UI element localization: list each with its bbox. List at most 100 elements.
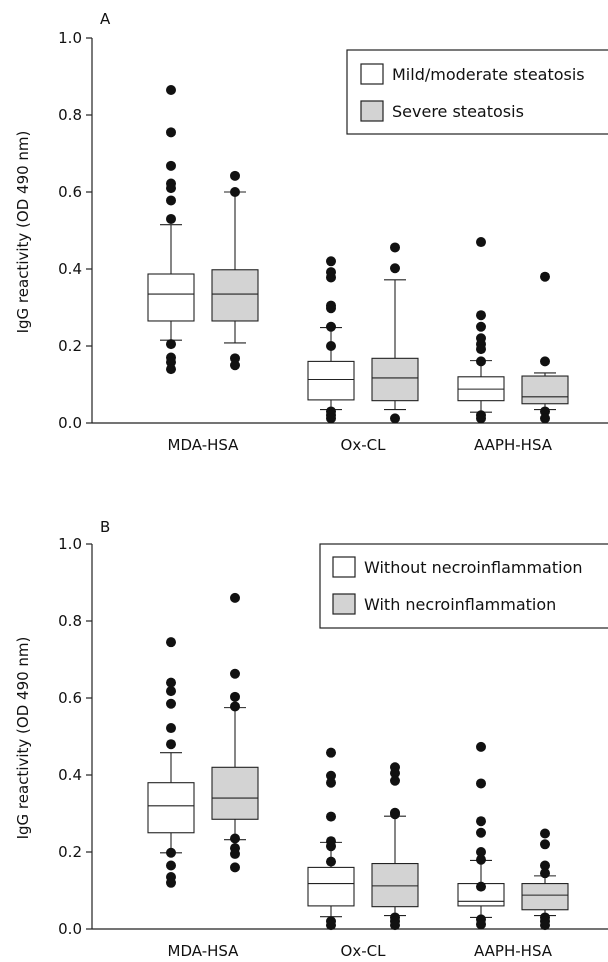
box-plot bbox=[371, 242, 419, 424]
outlier-point bbox=[230, 592, 240, 603]
outlier-point bbox=[476, 321, 486, 332]
box-plot bbox=[307, 747, 355, 931]
box-plot bbox=[147, 637, 195, 888]
outlier-point bbox=[230, 360, 240, 371]
legend-swatch-series-2 bbox=[360, 100, 384, 122]
outlier-point bbox=[230, 848, 240, 859]
box bbox=[147, 273, 195, 322]
outlier-point bbox=[326, 811, 336, 822]
outlier-point bbox=[390, 775, 400, 786]
box bbox=[211, 766, 259, 820]
legend-swatch-series-1 bbox=[332, 556, 356, 578]
category-labels: MDA-HSA Ox-CL AAPH-HSA bbox=[168, 942, 553, 960]
outlier-point bbox=[540, 860, 550, 871]
outlier-point bbox=[326, 841, 336, 852]
outlier-point bbox=[166, 637, 176, 648]
box bbox=[371, 357, 419, 402]
category-labels: MDA-HSA Ox-CL AAPH-HSA bbox=[168, 436, 553, 454]
outlier-point bbox=[326, 321, 336, 332]
outlier-point bbox=[326, 920, 336, 931]
outlier-point bbox=[476, 741, 486, 752]
category-label: AAPH-HSA bbox=[474, 436, 553, 454]
legend-label-series-2: Severe steatosis bbox=[392, 102, 524, 121]
outlier-point bbox=[166, 698, 176, 709]
y-tick-label: 0.4 bbox=[58, 260, 82, 278]
legend-label-series-1: Mild/moderate steatosis bbox=[392, 65, 585, 84]
y-tick-label: 1.0 bbox=[58, 29, 82, 47]
legend-frame bbox=[346, 49, 608, 135]
outlier-point bbox=[476, 919, 486, 930]
y-tick-label: 0.6 bbox=[58, 689, 82, 707]
outlier-point bbox=[326, 413, 336, 424]
outlier-point bbox=[540, 920, 550, 931]
y-axis-label: IgG reactivity (OD 490 nm) bbox=[14, 131, 32, 334]
outlier-point bbox=[390, 920, 400, 931]
box bbox=[307, 866, 355, 907]
outlier-point bbox=[326, 770, 336, 781]
outlier-point bbox=[326, 747, 336, 758]
category-label: AAPH-HSA bbox=[474, 942, 553, 960]
outlier-point bbox=[390, 809, 400, 820]
outlier-point bbox=[166, 160, 176, 171]
y-tick-label: 0.0 bbox=[58, 414, 82, 432]
y-tick-label: 0.0 bbox=[58, 920, 82, 938]
outlier-point bbox=[476, 344, 486, 355]
y-ticks: 0.0 0.2 0.4 0.6 0.8 1.0 bbox=[58, 535, 608, 938]
outlier-point bbox=[390, 242, 400, 253]
legend-swatch-series-1 bbox=[360, 63, 384, 85]
legend: Without necroinflammation With necroinfl… bbox=[319, 543, 608, 629]
box bbox=[371, 862, 419, 908]
outlier-point bbox=[230, 353, 240, 364]
box-plot bbox=[371, 762, 419, 931]
outlier-point bbox=[230, 668, 240, 679]
outlier-point bbox=[230, 187, 240, 197]
outlier-point bbox=[540, 356, 550, 367]
y-axis-label: IgG reactivity (OD 490 nm) bbox=[14, 637, 32, 840]
outlier-point bbox=[476, 854, 486, 865]
boxes bbox=[147, 592, 569, 931]
category-label: Ox-CL bbox=[341, 942, 387, 960]
box bbox=[521, 883, 569, 911]
outlier-point bbox=[476, 827, 486, 838]
y-tick-label: 0.2 bbox=[58, 337, 82, 355]
outlier-point bbox=[230, 862, 240, 873]
box-plot bbox=[211, 170, 259, 371]
outlier-point bbox=[166, 847, 176, 858]
outlier-point bbox=[166, 213, 176, 224]
legend-label-series-1: Without necroinflammation bbox=[364, 558, 583, 577]
outlier-point bbox=[476, 310, 486, 321]
outlier-point bbox=[540, 828, 550, 839]
outlier-point bbox=[540, 413, 550, 424]
panel-label: A bbox=[100, 10, 111, 28]
box-plot bbox=[521, 828, 569, 931]
y-tick-label: 0.2 bbox=[58, 843, 82, 861]
outlier-point bbox=[476, 356, 486, 367]
outlier-point bbox=[166, 739, 176, 750]
outlier-point bbox=[166, 364, 176, 375]
outlier-point bbox=[166, 357, 176, 368]
outlier-point bbox=[476, 778, 486, 789]
panel-b: B IgG reactivity (OD 490 nm) 0.00.20.40.… bbox=[14, 518, 608, 960]
box-plot bbox=[457, 741, 505, 930]
y-tick-label: 1.0 bbox=[58, 535, 82, 553]
legend-swatch-series-2 bbox=[332, 593, 356, 615]
outlier-point bbox=[540, 868, 550, 879]
category-label: Ox-CL bbox=[341, 436, 387, 454]
outlier-point bbox=[540, 271, 550, 282]
category-label: MDA-HSA bbox=[168, 942, 240, 960]
outlier-point bbox=[476, 847, 486, 857]
legend: Mild/moderate steatosis Severe steatosis bbox=[346, 49, 608, 135]
outlier-point bbox=[166, 686, 176, 697]
box-plot bbox=[521, 271, 569, 424]
outlier-point bbox=[166, 677, 176, 688]
box bbox=[307, 360, 355, 401]
y-tick-label: 0.8 bbox=[58, 106, 82, 124]
outlier-point bbox=[476, 413, 486, 424]
outlier-point bbox=[326, 256, 336, 267]
outlier-point bbox=[166, 723, 176, 734]
outlier-point bbox=[230, 833, 240, 844]
y-ticks: 0.0 0.2 0.4 0.6 0.8 1.0 bbox=[58, 29, 608, 432]
outlier-point bbox=[230, 701, 240, 712]
box-plot bbox=[147, 84, 195, 375]
